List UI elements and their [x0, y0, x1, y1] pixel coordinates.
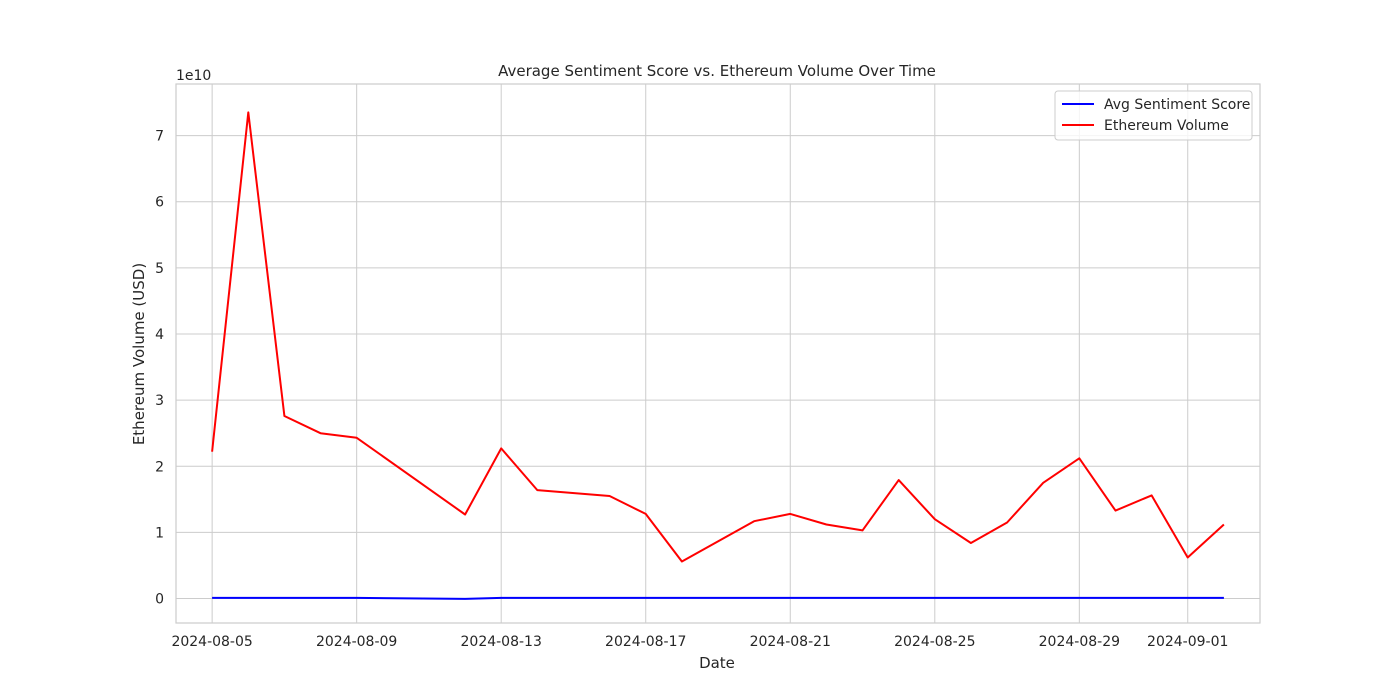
- y-tick-label: 3: [155, 393, 164, 409]
- legend-box: [1054, 90, 1253, 141]
- x-tick-label: 2024-08-25: [894, 634, 975, 650]
- y-tick-label: 6: [155, 195, 164, 211]
- y-tick-label: 1: [155, 525, 164, 541]
- y-tick-label: 5: [155, 261, 164, 277]
- y-tick-label: 2: [155, 459, 164, 475]
- plot-frame: [175, 83, 1261, 624]
- y-tick-label: 4: [155, 327, 164, 343]
- legend: Avg Sentiment Score Ethereum Volume: [1054, 90, 1253, 141]
- y-axis-label: Ethereum Volume (USD): [130, 263, 148, 445]
- x-tick-label: 2024-08-09: [316, 634, 397, 650]
- y-tick-label: 0: [155, 592, 164, 608]
- x-tick-label: 2024-08-17: [605, 634, 686, 650]
- y-tick-label: 7: [155, 129, 164, 145]
- y-offset-text: 1e10: [176, 68, 211, 84]
- chart-title: Average Sentiment Score vs. Ethereum Vol…: [498, 62, 936, 80]
- tick-labels: 2024-08-05 2024-08-09 2024-08-13 2024-08-17…: [155, 129, 1228, 650]
- series-lines: [211, 111, 1225, 600]
- x-tick-label: 2024-08-29: [1039, 634, 1120, 650]
- series-line-avg-sentiment-score: [212, 596, 1224, 600]
- series-line-ethereum-volume: [211, 111, 1225, 563]
- grid: [176, 84, 1260, 623]
- x-tick-label: 2024-08-21: [750, 634, 831, 650]
- x-axis-label: Date: [699, 654, 735, 672]
- legend-label-avg-sentiment: Avg Sentiment Score: [1104, 97, 1250, 113]
- legend-label-ethereum-volume: Ethereum Volume: [1104, 118, 1229, 134]
- x-tick-label: 2024-09-01: [1147, 634, 1228, 650]
- plot-border: [175, 83, 1261, 624]
- x-tick-label: 2024-08-13: [461, 634, 542, 650]
- x-tick-label: 2024-08-05: [171, 634, 252, 650]
